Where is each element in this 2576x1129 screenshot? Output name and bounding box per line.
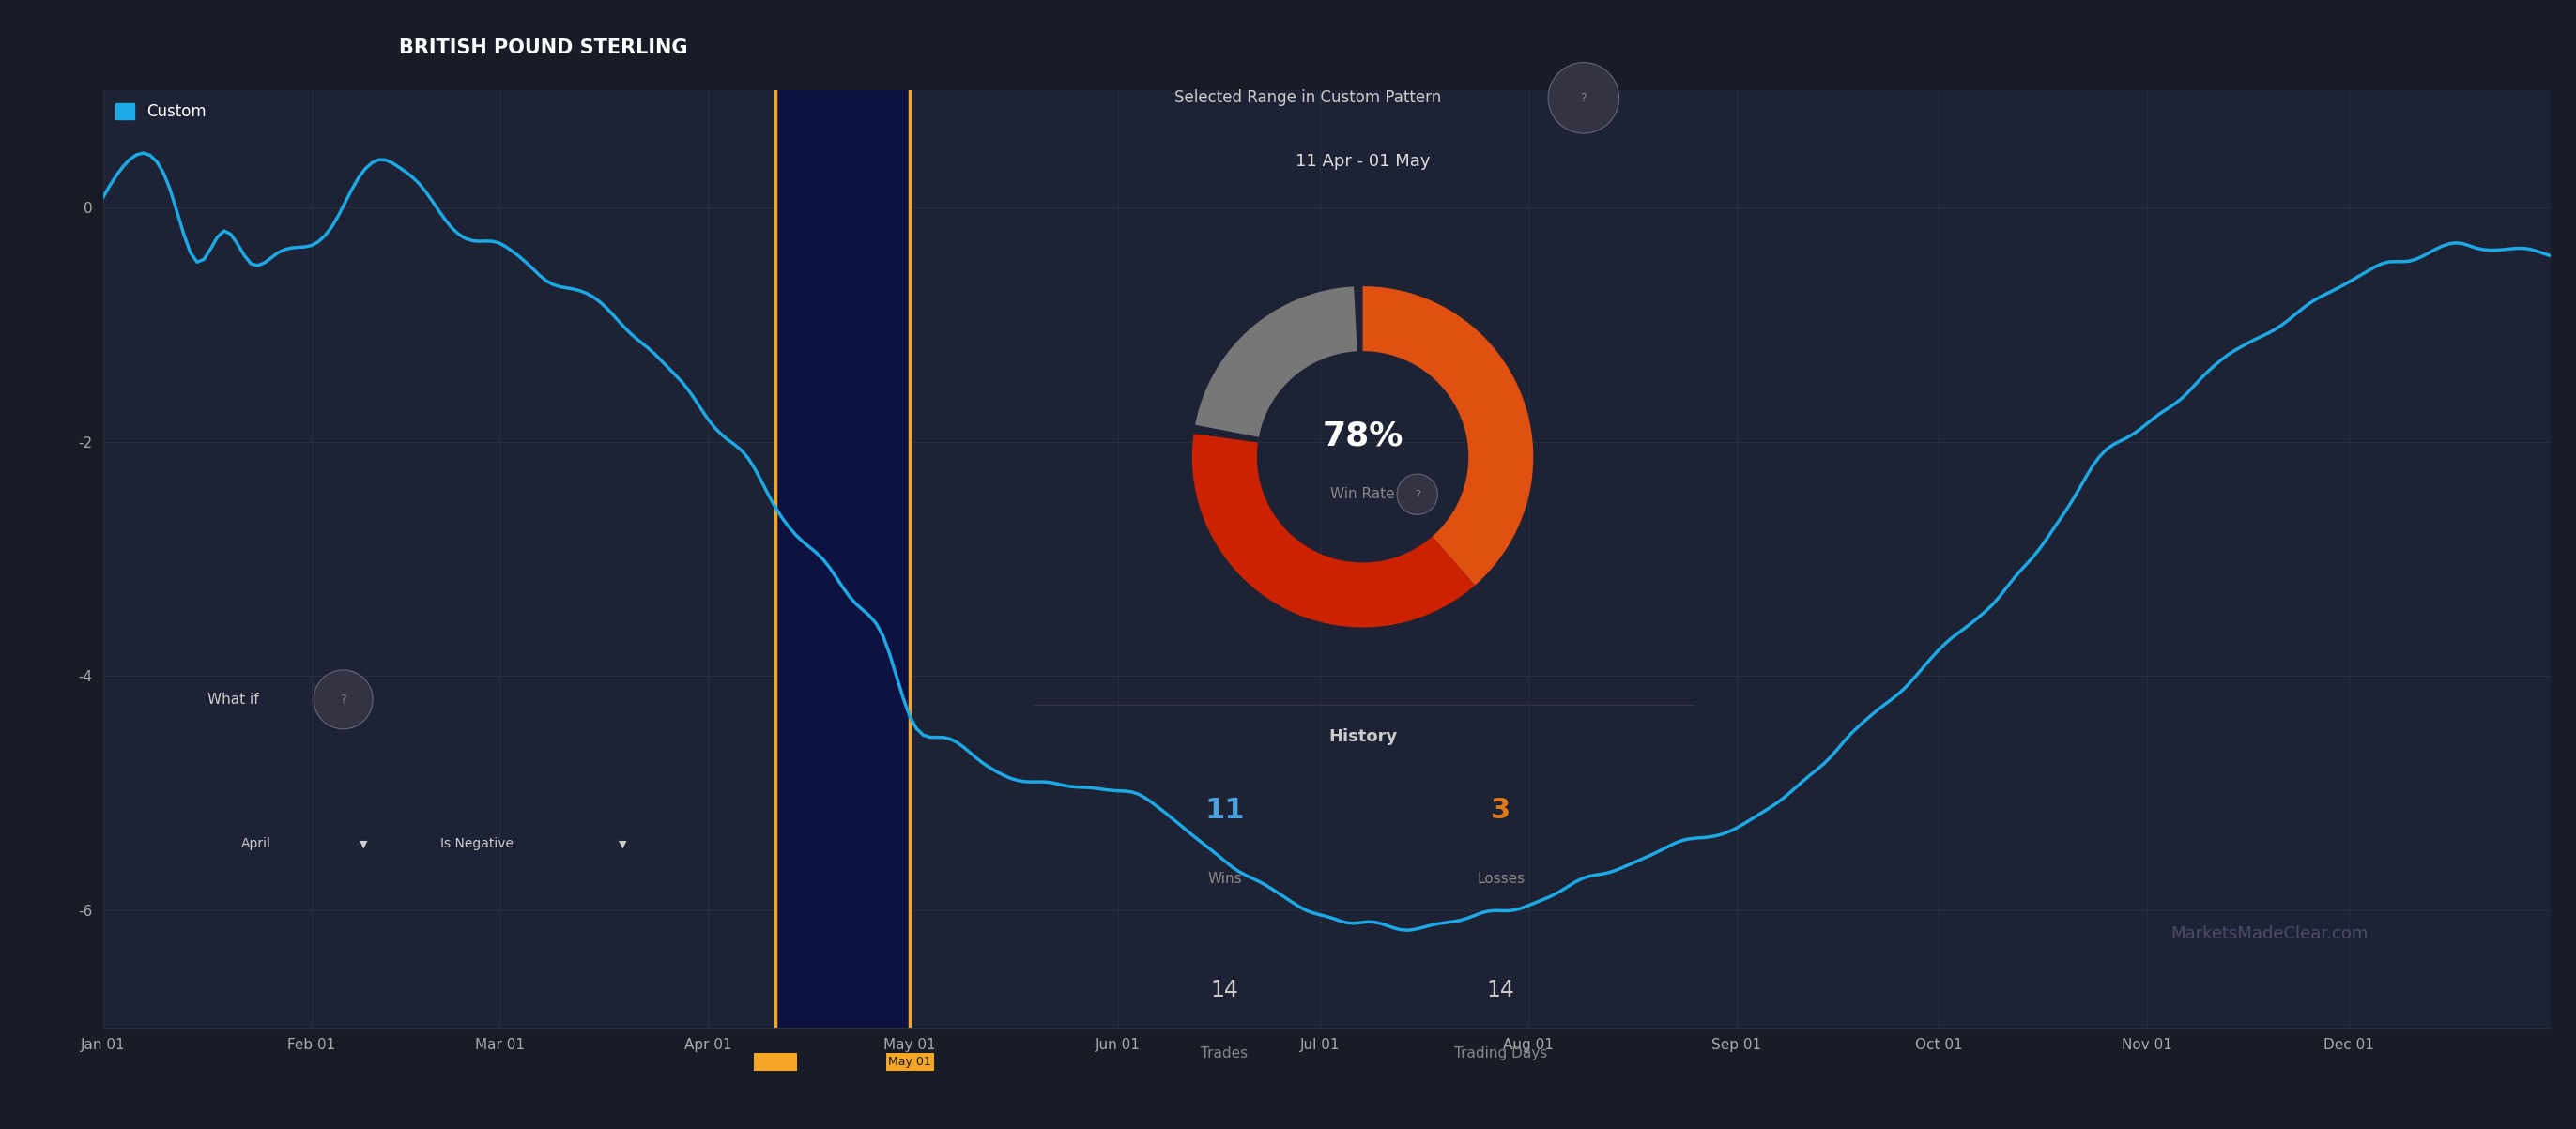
Text: Losses: Losses [1476, 872, 1525, 886]
Text: ▼: ▼ [358, 839, 368, 849]
Text: BRITISH POUND STERLING: BRITISH POUND STERLING [399, 38, 688, 58]
Text: Is Negative: Is Negative [440, 838, 515, 850]
Polygon shape [1195, 287, 1358, 437]
Text: Selected Range in Custom Pattern: Selected Range in Custom Pattern [1175, 89, 1440, 106]
Text: History: History [1329, 728, 1396, 745]
Text: Apr 11: Apr 11 [755, 1056, 796, 1068]
Text: 78%: 78% [1321, 420, 1404, 453]
Text: Wins: Wins [1208, 872, 1242, 886]
Text: 14: 14 [1486, 979, 1515, 1001]
Text: ?: ? [340, 693, 345, 706]
Text: 11 Apr - 01 May: 11 Apr - 01 May [1296, 152, 1430, 169]
Text: 3: 3 [1492, 797, 1510, 824]
Polygon shape [1193, 434, 1476, 628]
Text: Win Rate: Win Rate [1329, 488, 1396, 501]
Text: 11: 11 [1206, 797, 1244, 824]
Text: ?: ? [1414, 490, 1419, 499]
Text: MarketsMadeClear.com: MarketsMadeClear.com [2172, 926, 2367, 942]
Text: May 01: May 01 [889, 1056, 933, 1068]
Text: ▼: ▼ [618, 839, 626, 849]
Legend: Custom: Custom [111, 98, 211, 124]
Text: Trading Days: Trading Days [1455, 1047, 1548, 1060]
Text: Trades: Trades [1200, 1047, 1249, 1060]
Polygon shape [1363, 287, 1533, 585]
Text: April: April [242, 838, 270, 850]
Text: What if: What if [209, 692, 260, 707]
Bar [775, 90, 909, 1027]
Text: 14: 14 [1211, 979, 1239, 1001]
Text: ?: ? [1582, 91, 1587, 104]
